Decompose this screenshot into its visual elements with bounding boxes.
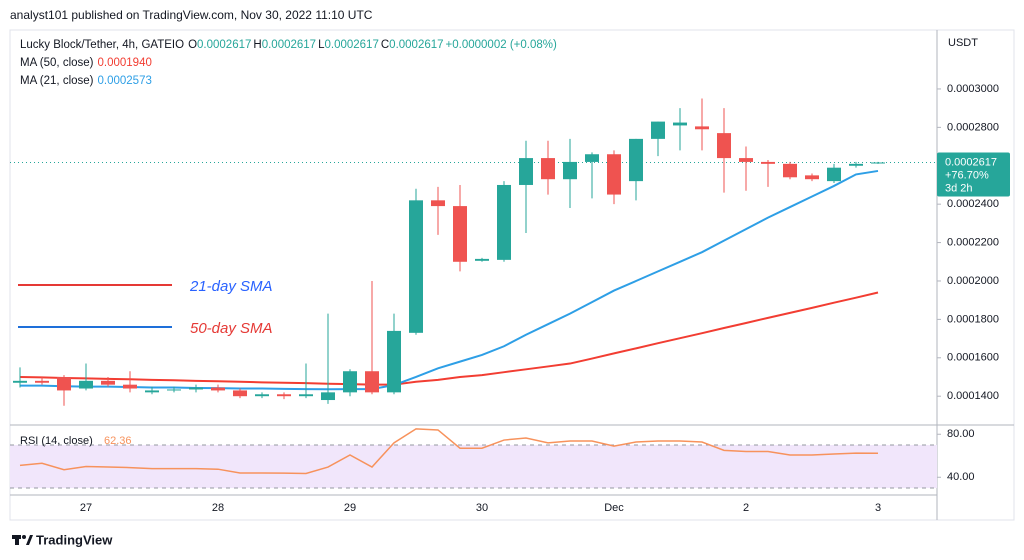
candle-body — [827, 167, 841, 182]
candle-body — [167, 389, 181, 391]
countdown: 3d 2h — [945, 182, 973, 194]
moving-average-line — [19, 291, 879, 386]
x-tick-label: 2 — [743, 502, 749, 514]
rsi-tick-label: 80.00 — [947, 428, 975, 440]
candle-body — [607, 154, 621, 195]
last-price-change: +76.70% — [945, 169, 989, 181]
annotation-text: 50-day SMA — [190, 320, 273, 337]
quote-value: 0.0002617 — [324, 39, 379, 51]
candle-body — [35, 380, 49, 383]
last-price-label: 0.0002617+76.70%3d 2h — [937, 152, 1010, 197]
header: analyst101 published on TradingView.com,… — [10, 8, 373, 22]
quote-key: H — [253, 39, 262, 51]
candle-body — [79, 380, 93, 389]
legend-ma: MA (50, close) 0.0001940 MA (21, close) 0.0… — [20, 54, 156, 90]
candle-body — [453, 206, 467, 262]
candle-body — [343, 371, 357, 393]
ma-value: 0.0002573 — [97, 75, 152, 87]
rsi-band — [10, 445, 937, 489]
candle-body — [189, 387, 203, 390]
candle-body — [497, 184, 511, 260]
rsi-line — [19, 428, 879, 475]
symbol-title: Lucky Block/Tether, 4h, GATEIO — [20, 39, 185, 51]
x-tick-label: 30 — [476, 502, 488, 514]
candle-body — [805, 175, 819, 180]
moving-average-line — [20, 169, 879, 391]
ma-legend-row: MA (50, close) 0.0001940 — [20, 54, 156, 72]
x-tick-label: 27 — [80, 502, 92, 514]
candle-body — [849, 163, 863, 166]
quote-item: L0.0002617 — [318, 39, 379, 51]
candle-body — [519, 158, 533, 185]
y-tick-label: 0.0001800 — [947, 313, 999, 325]
y-tick-label: 0.0002800 — [947, 121, 999, 133]
y-tick-label: 0.0001400 — [947, 390, 999, 402]
candle-body — [57, 376, 71, 391]
candle-body — [13, 380, 27, 383]
legend-quote: Lucky Block/Tether, 4h, GATEIO O0.0002617… — [20, 36, 561, 54]
candle-body — [871, 162, 885, 164]
ma-name: MA (21, close) — [20, 75, 94, 87]
ma-name: MA (50, close) — [20, 57, 94, 69]
y-tick-label: 0.0003000 — [947, 83, 999, 95]
rsi-tick-label: 40.00 — [947, 471, 975, 483]
rsi-value: 62.36 — [104, 435, 132, 447]
candle-body — [387, 330, 401, 393]
candle-body — [739, 158, 753, 162]
candle-body — [717, 133, 731, 159]
last-price-box — [937, 152, 1010, 197]
x-tick-label: 3 — [875, 502, 881, 514]
currency: USDT — [948, 37, 978, 49]
candle-body — [585, 154, 599, 162]
candle-body — [211, 387, 225, 391]
y-tick-label: 0.0002200 — [947, 236, 999, 248]
candle-body — [409, 200, 423, 333]
quote-change: +0.0000002 (+0.08%) — [445, 39, 557, 51]
candle-body — [541, 158, 555, 180]
candle-body — [123, 384, 137, 389]
candle-body — [783, 163, 797, 178]
quote-key: C — [380, 39, 390, 51]
footer: TradingView — [36, 532, 113, 547]
ma-value: 0.0001940 — [97, 57, 152, 69]
quote-value: 0.0002617 — [389, 39, 444, 51]
candle-body — [673, 122, 687, 126]
quote-value: 0.0002617 — [261, 39, 317, 51]
ma-legend-row: MA (21, close) 0.0002573 — [20, 72, 156, 90]
x-tick-label: Dec — [604, 502, 624, 514]
candle-body — [761, 161, 775, 164]
candle-body — [563, 161, 577, 180]
candle-body — [277, 394, 291, 397]
candle-body — [431, 200, 445, 207]
candle-body — [101, 380, 115, 385]
candle-body — [695, 126, 709, 130]
candle-body — [255, 394, 269, 397]
x-tick-label: 29 — [344, 502, 356, 514]
chart-frame — [9, 29, 1015, 521]
footer-logo — [12, 535, 33, 545]
quote-item: O0.0002617 — [188, 39, 251, 51]
candle-body — [299, 394, 313, 397]
rsi-name: RSI (14, close) — [20, 435, 93, 447]
annotation-text: 21-day SMA — [189, 278, 273, 295]
candle-body — [475, 258, 489, 261]
y-tick-label: 0.0001600 — [947, 352, 999, 364]
y-tick-label: 0.0002000 — [947, 275, 999, 287]
quote-value: 0.0002617 — [197, 39, 252, 51]
candle-body — [629, 138, 643, 182]
quote-item: H0.0002617 — [253, 39, 316, 51]
quote-key: L — [318, 39, 325, 51]
quote-key: O — [188, 39, 198, 51]
candle-body — [651, 121, 665, 139]
candle-body — [145, 390, 159, 393]
candle-body — [233, 390, 247, 397]
x-tick-label: 28 — [212, 502, 224, 514]
quote-item: C0.0002617 — [381, 39, 444, 51]
candle-body — [321, 392, 335, 401]
candle-body — [365, 371, 379, 393]
last-price-value: 0.0002617 — [945, 156, 997, 168]
y-tick-label: 0.0002400 — [947, 198, 999, 210]
